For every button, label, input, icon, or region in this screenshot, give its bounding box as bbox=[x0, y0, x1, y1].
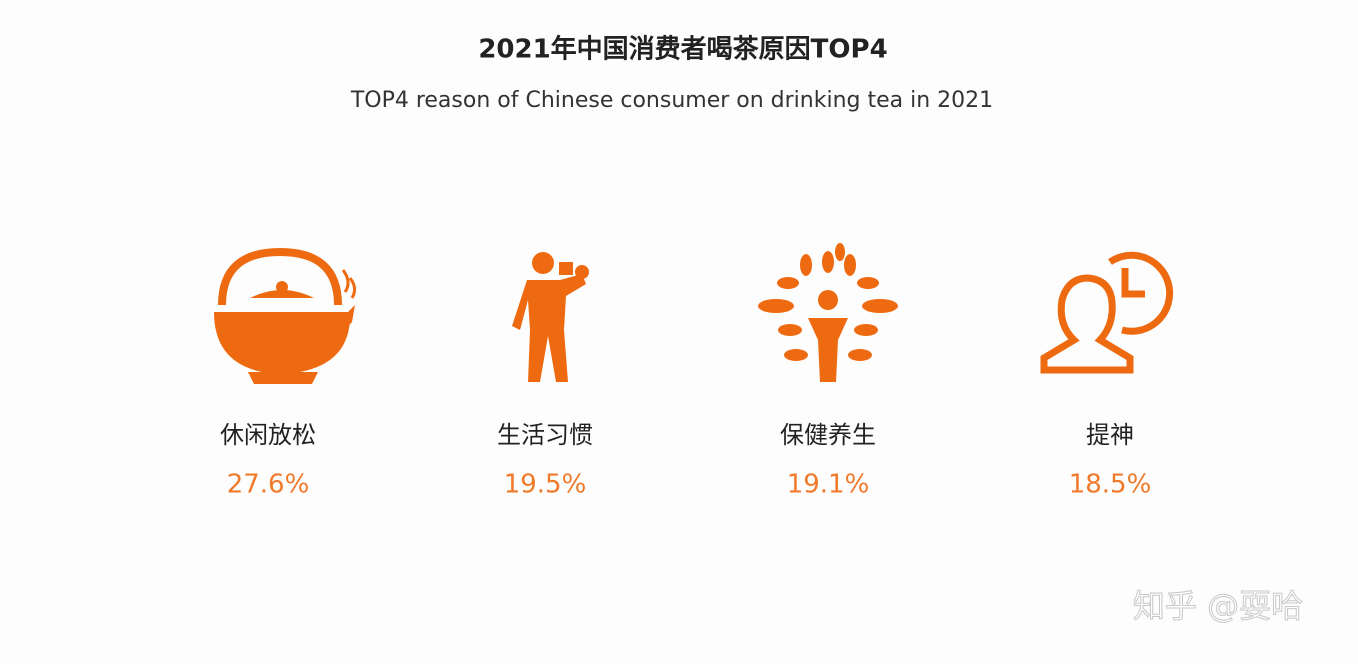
item-label: 生活习惯 bbox=[497, 421, 593, 449]
watermark: 知乎 @耍哈 bbox=[1133, 587, 1303, 625]
item-value: 19.5% bbox=[504, 470, 587, 500]
item-label: 提神 bbox=[1086, 421, 1134, 449]
item-label: 保健养生 bbox=[780, 421, 876, 449]
item-label: 休闲放松 bbox=[220, 421, 316, 449]
title: 2021年中国消费者喝茶原因TOP4 bbox=[478, 34, 887, 65]
person-icon bbox=[512, 252, 589, 382]
item-value: 27.6% bbox=[227, 470, 310, 500]
teapot-icon bbox=[214, 247, 357, 384]
clock-person-icon bbox=[1040, 251, 1174, 374]
subtitle: TOP4 reason of Chinese consumer on drink… bbox=[350, 88, 993, 113]
item-value: 18.5% bbox=[1069, 470, 1152, 500]
item-value: 19.1% bbox=[787, 470, 870, 500]
tree-icon bbox=[758, 243, 898, 382]
